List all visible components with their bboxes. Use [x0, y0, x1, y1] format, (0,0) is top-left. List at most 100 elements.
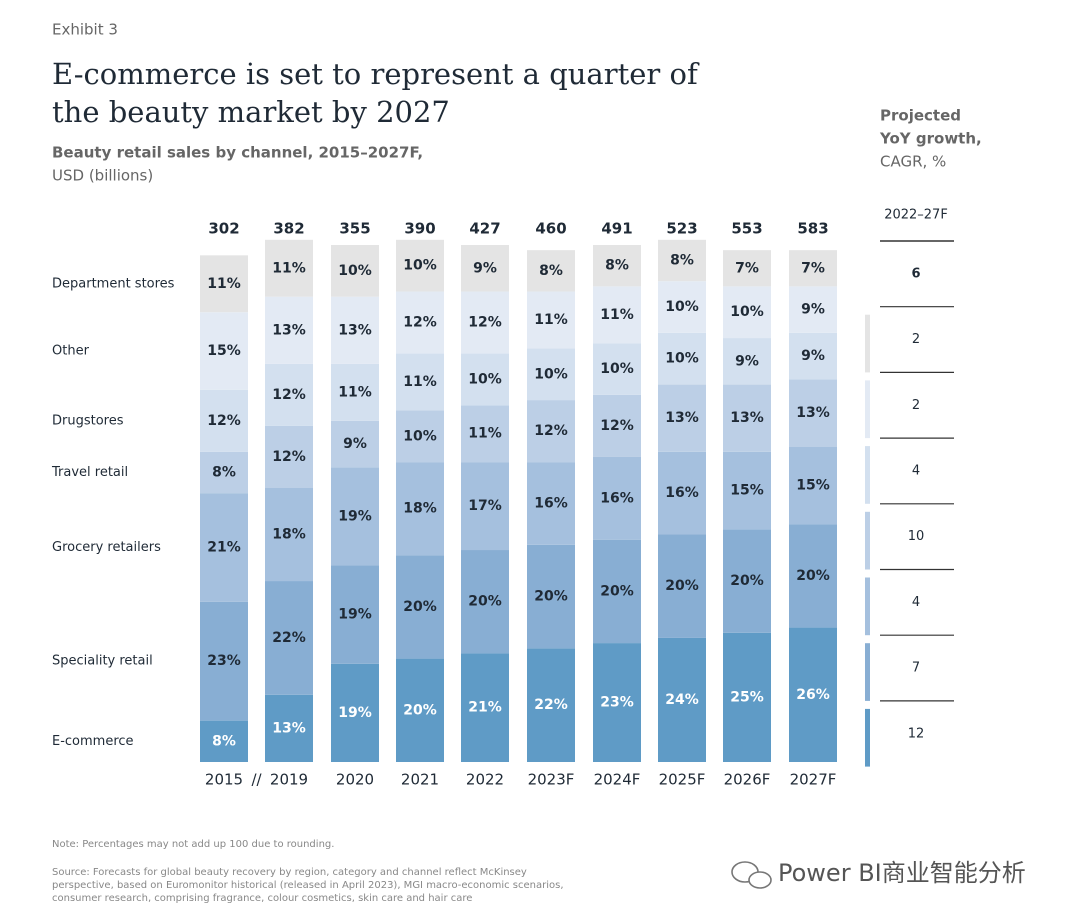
bar-segment [723, 529, 771, 633]
bar-segment [396, 658, 444, 762]
data-label: 11% [403, 374, 437, 390]
data-label: 23% [600, 695, 634, 711]
bar-segment [200, 601, 248, 721]
bar-segment [593, 539, 641, 644]
bar-segment [789, 379, 837, 447]
data-label: 7% [735, 260, 759, 276]
x-tick-label: 2023F [528, 771, 575, 789]
x-tick-label: 2026F [724, 771, 771, 789]
bar-segment [658, 239, 706, 282]
bar-segment [265, 239, 313, 297]
chart-title: the beauty market by 2027 [52, 95, 450, 129]
source: consumer research, comprising fragrance,… [52, 893, 472, 904]
data-label: 8% [539, 263, 563, 279]
watermark: Power BI商业智能分析 [778, 859, 1026, 887]
data-label: 20% [403, 599, 437, 615]
bar-segment [200, 451, 248, 494]
bar-segment [658, 384, 706, 452]
data-label: 9% [735, 353, 759, 369]
data-label: 19% [338, 705, 372, 721]
bar-segment [658, 332, 706, 385]
bar-segment [658, 281, 706, 333]
cagr-header: CAGR, % [880, 153, 946, 171]
cagr-swatch [865, 380, 870, 439]
data-label: 13% [272, 720, 306, 736]
data-label: 24% [665, 692, 699, 708]
data-label: 12% [468, 315, 502, 331]
cagr-period: 2022–27F [884, 208, 948, 223]
data-label: 26% [796, 687, 830, 703]
bar-segment [723, 338, 771, 385]
cagr-total: 6 [911, 266, 920, 281]
series-label: Grocery retailers [52, 540, 161, 555]
data-label: 17% [468, 498, 502, 514]
data-label: 13% [338, 322, 372, 338]
total-label: 460 [535, 220, 566, 238]
bar-segment [396, 291, 444, 354]
data-label: 8% [605, 258, 629, 274]
x-tick-label: 2027F [790, 771, 837, 789]
data-label: 20% [600, 583, 634, 599]
data-label: 18% [403, 501, 437, 517]
cagr-header: Projected [880, 107, 961, 125]
data-label: 13% [796, 405, 830, 421]
bar-segment [527, 291, 575, 349]
note: Note: Percentages may not add up 100 due… [52, 839, 334, 850]
cagr-swatch [865, 511, 870, 570]
bar-segment [461, 245, 509, 292]
total-label: 390 [404, 220, 435, 238]
bar-segment [658, 451, 706, 535]
bar-segment [593, 643, 641, 762]
bar-segment [461, 353, 509, 406]
data-label: 11% [600, 307, 634, 323]
total-label: 302 [208, 220, 239, 238]
data-label: 10% [600, 361, 634, 377]
bar-segment [461, 291, 509, 354]
bar-segment [593, 286, 641, 344]
data-label: 16% [600, 490, 634, 506]
data-label: 21% [207, 539, 241, 555]
cagr-swatch [865, 643, 870, 701]
data-label: 20% [730, 573, 764, 589]
bar-segment [723, 250, 771, 287]
bar-segment [265, 581, 313, 695]
data-label: 10% [403, 428, 437, 444]
data-label: 15% [730, 483, 764, 499]
data-label: 19% [338, 607, 372, 623]
bar-segment [461, 462, 509, 551]
subtitle: USD (billions) [52, 167, 153, 185]
data-label: 12% [600, 418, 634, 434]
bar-segment [789, 332, 837, 380]
series-label: Speciality retail [52, 654, 153, 669]
bar-segment [527, 648, 575, 762]
data-label: 10% [665, 351, 699, 367]
x-tick-label: 2025F [659, 771, 706, 789]
cagr-swatch [865, 314, 870, 373]
data-label: 18% [272, 527, 306, 543]
data-label: 16% [665, 485, 699, 501]
bar-segment [331, 565, 379, 664]
cagr-value: 2 [912, 332, 920, 347]
data-label: 8% [670, 253, 694, 269]
series-label: Department stores [52, 276, 175, 291]
bar-segment [265, 363, 313, 426]
bar-segment [265, 425, 313, 488]
bar-segment [527, 544, 575, 649]
data-label: 12% [534, 423, 568, 439]
bar-segment [723, 286, 771, 339]
data-label: 9% [343, 436, 367, 452]
bar-segment [331, 363, 379, 421]
data-label: 20% [403, 702, 437, 718]
data-label: 23% [207, 653, 241, 669]
bar-segment [658, 534, 706, 638]
bar-segment [789, 524, 837, 628]
cagr-value: 7 [912, 661, 920, 676]
total-label: 355 [339, 220, 370, 238]
bar-segment [461, 405, 509, 463]
bar-segment [789, 627, 837, 762]
data-label: 13% [665, 410, 699, 426]
data-label: 10% [730, 304, 764, 320]
subtitle: Beauty retail sales by channel, 2015–202… [52, 144, 423, 162]
bar-segment [461, 550, 509, 654]
total-label: 553 [731, 220, 762, 238]
